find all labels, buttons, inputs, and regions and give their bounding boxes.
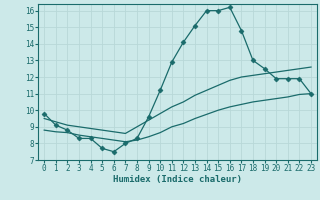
X-axis label: Humidex (Indice chaleur): Humidex (Indice chaleur) bbox=[113, 175, 242, 184]
